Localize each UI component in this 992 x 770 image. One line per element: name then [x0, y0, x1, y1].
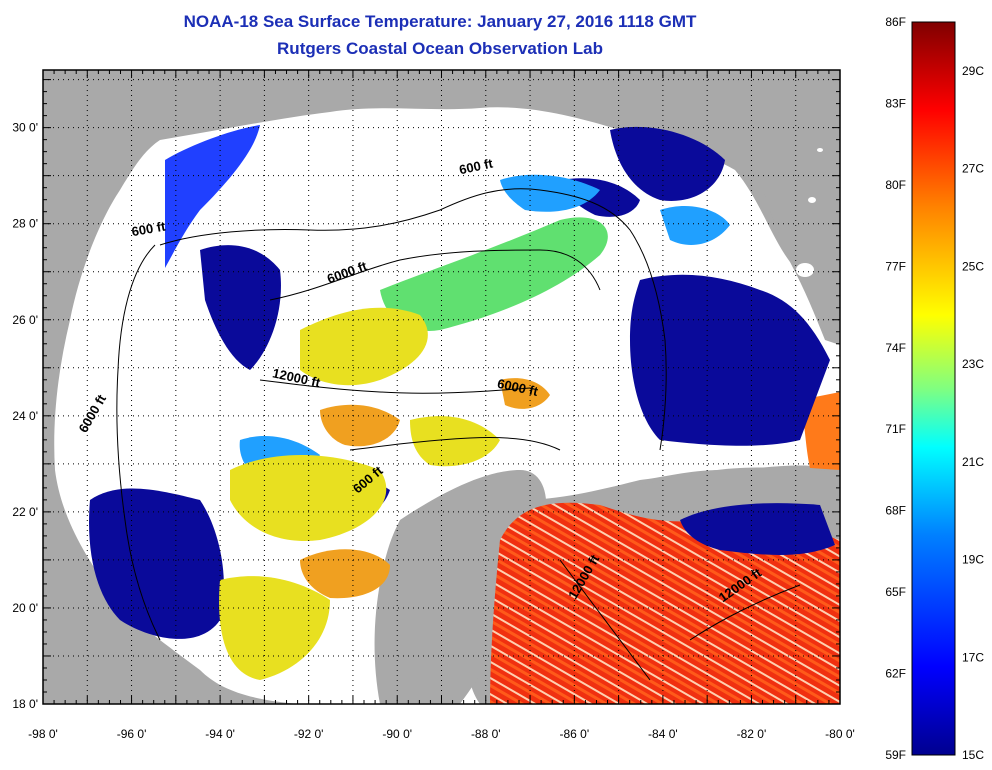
longitude-label: -96 0'	[117, 727, 147, 741]
texas-cold-patch	[165, 125, 260, 268]
contour-12000ft-caribbean	[559, 559, 651, 681]
florida-land	[735, 70, 840, 345]
longitude-label: -82 0'	[737, 727, 767, 741]
colorbar-fahrenheit-label: 77F	[885, 259, 906, 273]
graticule	[43, 70, 840, 704]
colorbar-celsius-label: 23C	[962, 357, 984, 371]
colorbar-fahrenheit-label: 65F	[885, 585, 906, 599]
longitude-label: -92 0'	[294, 727, 324, 741]
colorbar-fahrenheit-label: 80F	[885, 178, 906, 192]
yucatan-land	[374, 470, 547, 704]
longitude-label: -88 0'	[471, 727, 501, 741]
frame-ticks	[42, 70, 841, 705]
colorbar-celsius-label: 17C	[962, 650, 984, 664]
latitude-label: 22 0'	[12, 505, 38, 519]
longitude-labels: -98 0' -96 0' -94 0' -92 0' -90 0' -88 0' -86 …	[28, 727, 855, 741]
colorbar: 86F 83F 80F 77F 74F 71F 68F 65F 62F 59F 29C 27C 25C…	[885, 15, 984, 762]
colorbar-celsius-labels: 29C 27C 25C 23C 21C 19C 17C 15C	[962, 64, 984, 762]
orange-water-patches	[300, 378, 550, 599]
colorbar-celsius-label: 27C	[962, 162, 984, 176]
colorbar-celsius-label: 29C	[962, 64, 984, 78]
colorbar-fahrenheit-label: 83F	[885, 96, 906, 110]
colorbar-fahrenheit-label: 86F	[885, 15, 906, 29]
colorbar-fahrenheit-label: 59F	[885, 748, 906, 762]
latitude-label: 24 0'	[12, 409, 38, 423]
contour-6000ft-west	[116, 244, 161, 641]
latitude-label: 28 0'	[12, 217, 38, 231]
colorbar-fahrenheit-labels: 86F 83F 80F 77F 74F 71F 68F 65F 62F 59F	[885, 15, 906, 762]
colorbar-celsius-label: 21C	[962, 455, 984, 469]
longitude-label: -94 0'	[205, 727, 235, 741]
contour-12000ft	[259, 379, 531, 394]
contour-label: 600 ft	[458, 155, 495, 177]
cuba-land	[620, 467, 840, 514]
latitude-label: 20 0'	[12, 601, 38, 615]
colorbar-celsius-label: 19C	[962, 553, 984, 567]
longitude-label: -90 0'	[382, 727, 412, 741]
latitude-label: 18 0'	[12, 697, 38, 711]
colorbar-celsius-label: 25C	[962, 259, 984, 273]
mild-water-band	[380, 217, 608, 331]
contour-600ft-yucatan	[349, 437, 561, 451]
contour-600ft-shelf	[159, 188, 667, 451]
contour-12000ft-cayman	[689, 584, 801, 641]
latitude-label: 26 0'	[12, 313, 38, 327]
colorbar-celsius-label: 15C	[962, 748, 984, 762]
colorbar-gradient	[911, 21, 956, 756]
warm-water-bands	[219, 307, 500, 680]
latitude-labels: 30 0' 28 0' 26 0' 24 0' 22 0' 20 0' 18 0'	[12, 121, 38, 711]
map-title: NOAA-18 Sea Surface Temperature: January…	[183, 12, 697, 31]
contour-6000ft-central	[269, 249, 601, 301]
florida-lakes	[796, 148, 823, 277]
map-subtitle: Rutgers Coastal Ocean Observation Lab	[277, 39, 603, 58]
longitude-label: -98 0'	[28, 727, 58, 741]
colorbar-fahrenheit-label: 71F	[885, 422, 906, 436]
colorbar-fahrenheit-label: 62F	[885, 667, 906, 681]
bathymetry-contours	[116, 188, 801, 681]
latitude-label: 30 0'	[12, 121, 38, 135]
colorbar-fahrenheit-label: 74F	[885, 341, 906, 355]
colorbar-fahrenheit-label: 68F	[885, 504, 906, 518]
contour-label: 600 ft	[130, 218, 167, 239]
longitude-label: -86 0'	[560, 727, 590, 741]
longitude-label: -84 0'	[648, 727, 678, 741]
longitude-label: -80 0'	[825, 727, 855, 741]
